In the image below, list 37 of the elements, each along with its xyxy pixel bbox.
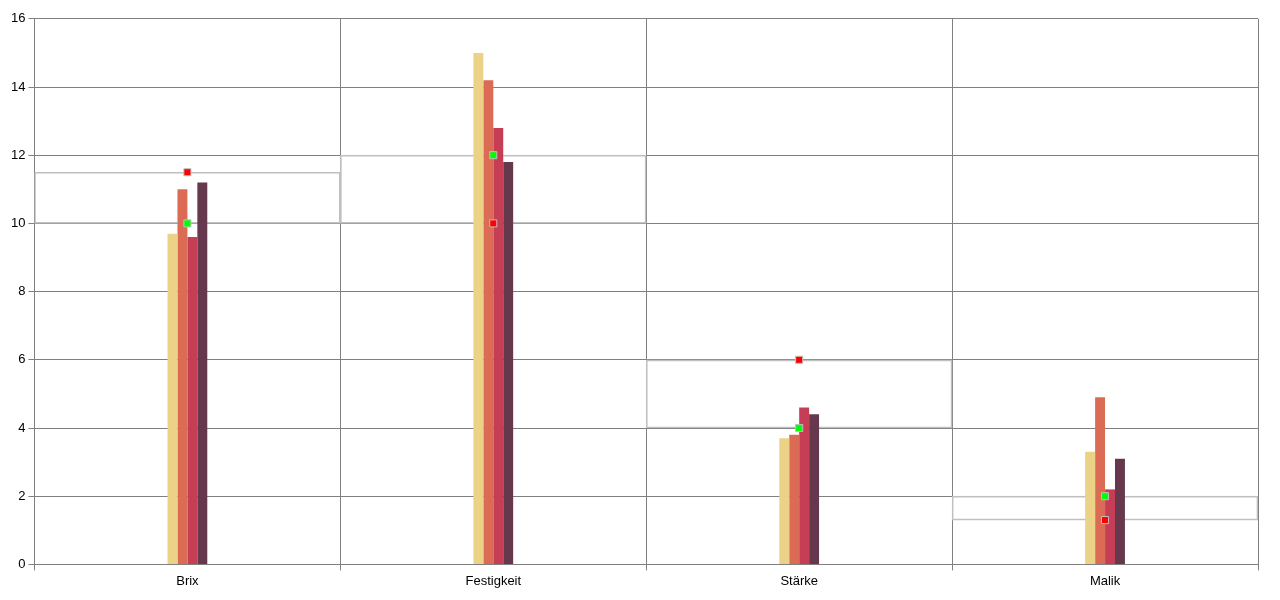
y-tick-label: 8 [18,283,26,299]
bar [493,127,504,564]
bar [197,182,208,564]
bar [473,52,484,564]
bar [1085,451,1096,564]
bar [799,407,810,564]
y-tick-label: 16 [10,10,26,26]
bar [503,162,514,564]
point [489,151,498,160]
bar [1105,489,1115,564]
point [1101,516,1110,525]
x-tick-label: Stärke [780,572,818,588]
bar [779,438,790,564]
point [795,423,804,433]
x-tick-label: Brix [176,572,200,588]
bar [789,434,800,564]
bar [1115,458,1125,564]
bar [187,237,198,564]
bar [167,233,178,564]
point [183,168,192,177]
y-tick-label: 12 [10,146,26,162]
point [183,219,192,228]
bar [1095,397,1106,564]
y-tick-label: 0 [18,555,26,571]
y-tick-label: 4 [18,419,26,435]
y-tick-label: 10 [10,214,26,230]
y-tick-label: 2 [18,487,26,503]
bar [809,414,820,564]
point [795,355,804,364]
point [489,219,498,228]
x-tick-label: Festigkeit [465,572,522,588]
y-tick-label: 6 [18,351,26,367]
y-tick-label: 14 [10,78,26,94]
x-tick-label: Malik [1089,572,1121,588]
bar [483,80,494,564]
point [1101,492,1110,501]
bar [177,189,188,564]
